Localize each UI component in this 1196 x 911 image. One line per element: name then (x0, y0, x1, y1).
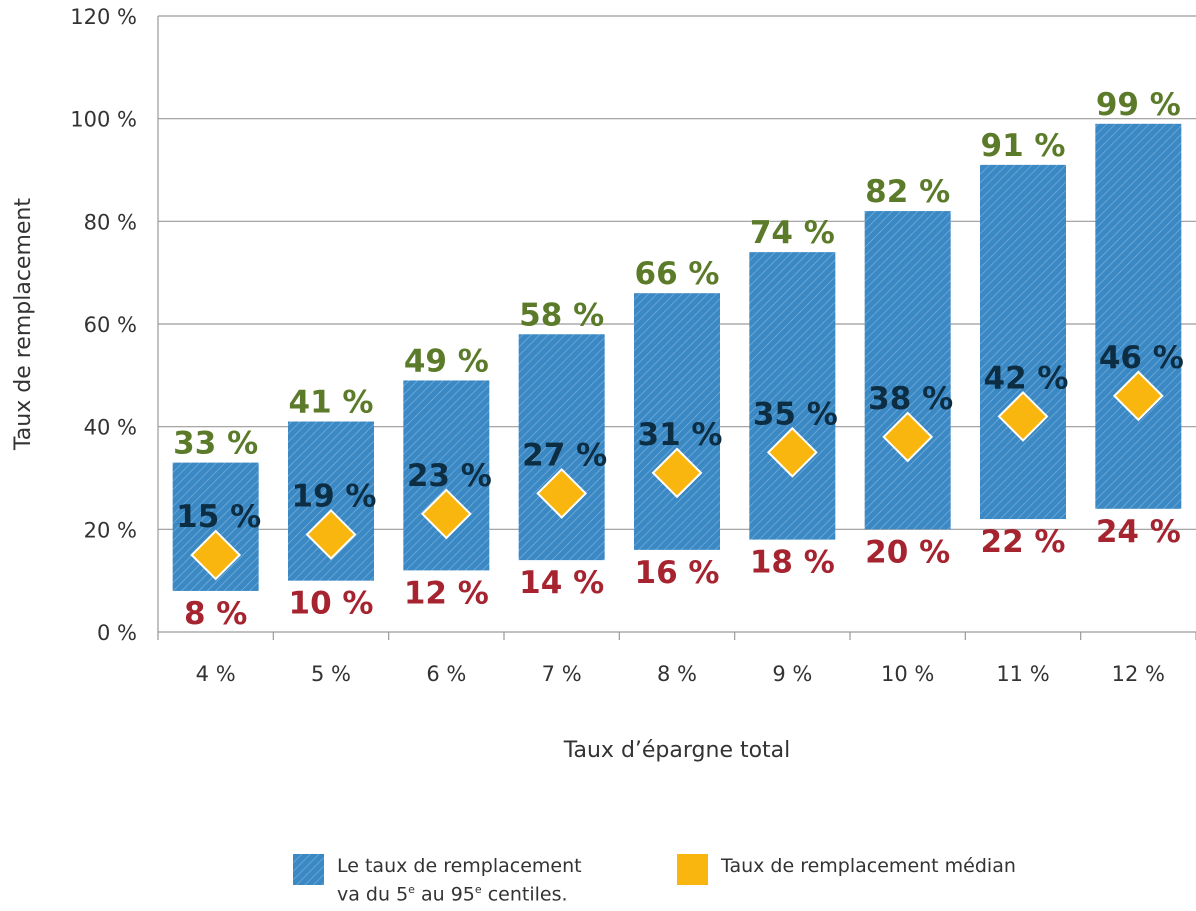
x-tick-label: 5 % (311, 662, 351, 686)
y-tick-label: 120 % (70, 5, 137, 29)
y-tick-label: 0 % (97, 621, 137, 645)
median-value-label: 19 % (292, 478, 377, 514)
high-value-label: 41 % (289, 385, 374, 421)
median-marker (536, 467, 588, 519)
x-tick-label: 6 % (426, 662, 466, 686)
median-marker (882, 411, 934, 463)
low-value-label: 20 % (865, 534, 950, 570)
low-value-label: 8 % (184, 596, 247, 632)
data-labels: 33 % 8 % 15 % 41 % 10 % 19 % 49 % 12 % 23 % 58 % 1… (173, 87, 1184, 632)
median-value-label: 23 % (407, 458, 492, 494)
low-value-label: 24 % (1096, 514, 1181, 550)
range-swatch-icon (293, 854, 324, 885)
median-markers (190, 370, 1164, 581)
median-marker (1112, 370, 1164, 422)
low-value-label: 18 % (750, 545, 835, 581)
x-tick-label: 7 % (542, 662, 582, 686)
median-marker (420, 488, 472, 540)
high-value-label: 66 % (635, 256, 720, 292)
high-value-label: 99 % (1096, 87, 1181, 123)
median-value-label: 31 % (638, 417, 723, 453)
x-tick-label: 12 % (1112, 662, 1165, 686)
x-tick-label: 11 % (996, 662, 1049, 686)
y-tick-label: 100 % (70, 108, 137, 132)
high-value-label: 82 % (865, 174, 950, 210)
high-value-label: 91 % (981, 128, 1066, 164)
low-value-label: 12 % (404, 575, 489, 611)
x-tick-label: 4 % (196, 662, 236, 686)
median-value-label: 15 % (176, 499, 261, 535)
median-marker (305, 509, 357, 560)
chart: 0 % 20 % 40 % 60 % 80 % 100 % 120 % 4 % 5 % 6 % 7 … (11, 5, 1196, 763)
low-value-label: 14 % (519, 565, 604, 601)
x-tick-label: 8 % (657, 662, 697, 686)
median-value-label: 46 % (1099, 340, 1184, 376)
x-axis-title: Taux d’épargne total (563, 738, 791, 763)
low-value-label: 22 % (981, 524, 1066, 560)
y-tick-label: 20 % (84, 518, 137, 542)
high-value-label: 58 % (519, 297, 604, 333)
median-swatch-icon (677, 854, 708, 885)
x-tick-label: 9 % (772, 662, 812, 686)
median-marker (190, 529, 242, 581)
median-marker (997, 390, 1049, 442)
y-tick-label: 80 % (84, 210, 137, 234)
median-value-label: 35 % (753, 396, 838, 432)
x-tick-label: 10 % (881, 662, 934, 686)
range-bar (634, 293, 720, 550)
low-value-label: 10 % (289, 586, 374, 622)
median-value-label: 42 % (984, 360, 1069, 396)
legend-range-line2: va du 5e au 95e centiles. (337, 883, 568, 906)
axes: 0 % 20 % 40 % 60 % 80 % 100 % 120 % 4 % 5 % 6 % 7 … (70, 5, 1196, 686)
range-bar (980, 164, 1066, 520)
range-bar (518, 334, 605, 561)
legend-median-label: Taux de remplacement médian (721, 855, 1016, 877)
range-bar (864, 211, 951, 530)
range-bars (172, 123, 1182, 591)
median-marker (651, 447, 703, 499)
high-value-label: 74 % (750, 215, 835, 251)
y-axis-title: Taux de remplacement (11, 198, 36, 451)
low-value-label: 16 % (635, 555, 720, 591)
high-value-label: 33 % (173, 426, 258, 462)
median-value-label: 27 % (522, 437, 607, 473)
median-marker (766, 426, 818, 478)
median-value-label: 38 % (868, 381, 953, 417)
y-tick-label: 40 % (84, 416, 137, 440)
high-value-label: 49 % (404, 343, 489, 379)
y-tick-label: 60 % (84, 313, 137, 337)
legend-range-line1: Le taux de remplacement (337, 855, 582, 877)
range-bar (1095, 123, 1182, 509)
range-bar (749, 252, 836, 540)
